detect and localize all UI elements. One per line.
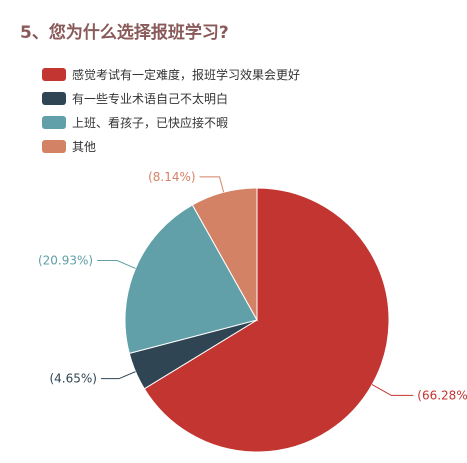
legend-label: 有一些专业术语自己不太明白	[72, 91, 229, 106]
legend-item[interactable]: 感觉考试有一定难度，报班学习效果会更好	[42, 62, 300, 86]
legend-item[interactable]: 有一些专业术语自己不太明白	[42, 86, 300, 110]
data-label: (4.65%)	[49, 372, 96, 386]
legend-item[interactable]: 其他	[42, 134, 300, 158]
pie-slice[interactable]	[124, 204, 258, 354]
leader-line	[97, 260, 136, 269]
leader-line	[100, 371, 136, 380]
legend-item[interactable]: 上班、看孩子，已快应接不暇	[42, 110, 300, 134]
legend-swatch	[42, 67, 66, 81]
legend-label: 其他	[72, 139, 97, 154]
data-label: (8.14%)	[148, 170, 195, 184]
legend: 感觉考试有一定难度，报班学习效果会更好 有一些专业术语自己不太明白 上班、看孩子…	[42, 62, 300, 158]
data-label: (66.28%)	[417, 388, 467, 402]
legend-swatch	[42, 91, 66, 105]
chart-title: 5、您为什么选择报班学习?	[20, 23, 229, 43]
legend-label: 感觉考试有一定难度，报班学习效果会更好	[72, 67, 301, 82]
leader-line	[371, 384, 414, 396]
data-label: (20.93%)	[38, 254, 93, 268]
legend-swatch	[42, 139, 66, 153]
legend-label: 上班、看孩子，已快应接不暇	[72, 115, 229, 130]
leader-line	[199, 176, 225, 193]
legend-swatch	[42, 115, 66, 129]
